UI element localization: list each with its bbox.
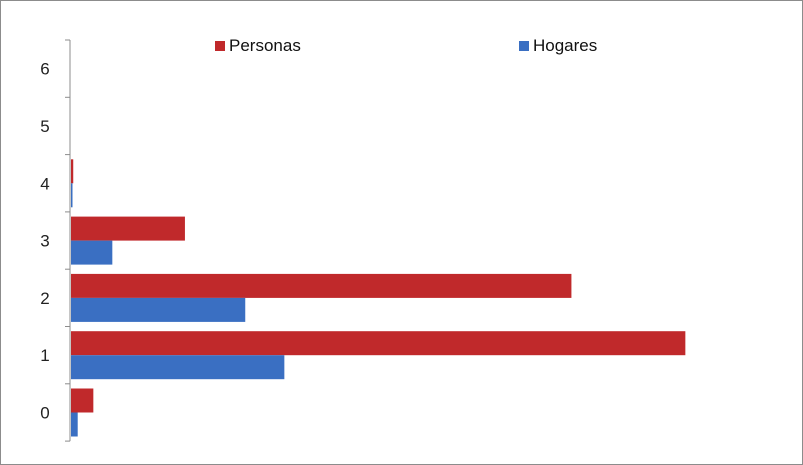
y-tick-label: 3 [40,232,49,251]
bar-hogares-3 [71,240,113,265]
legend-swatch-personas [215,41,225,51]
legend-item-hogares: Hogares [519,36,597,56]
bar-hogares-4 [71,183,73,208]
bar-personas-3 [71,216,185,241]
legend-item-personas: Personas [215,36,301,56]
bar-hogares-2 [71,297,246,322]
legend-label-personas: Personas [229,36,301,55]
legend-swatch-hogares [519,41,529,51]
y-tick-label: 5 [40,117,49,136]
y-tick-label: 1 [40,346,49,365]
bar-personas-1 [71,331,686,356]
bar-personas-4 [71,159,74,184]
y-tick-label: 2 [40,289,49,308]
y-tick-label: 0 [40,403,49,422]
y-tick-label: 4 [40,174,49,193]
y-tick-label: 6 [40,60,49,79]
bar-hogares-0 [71,412,78,437]
bar-personas-2 [71,273,572,298]
bar-personas-0 [71,388,94,413]
bar-hogares-1 [71,355,285,380]
legend-label-hogares: Hogares [533,36,598,55]
